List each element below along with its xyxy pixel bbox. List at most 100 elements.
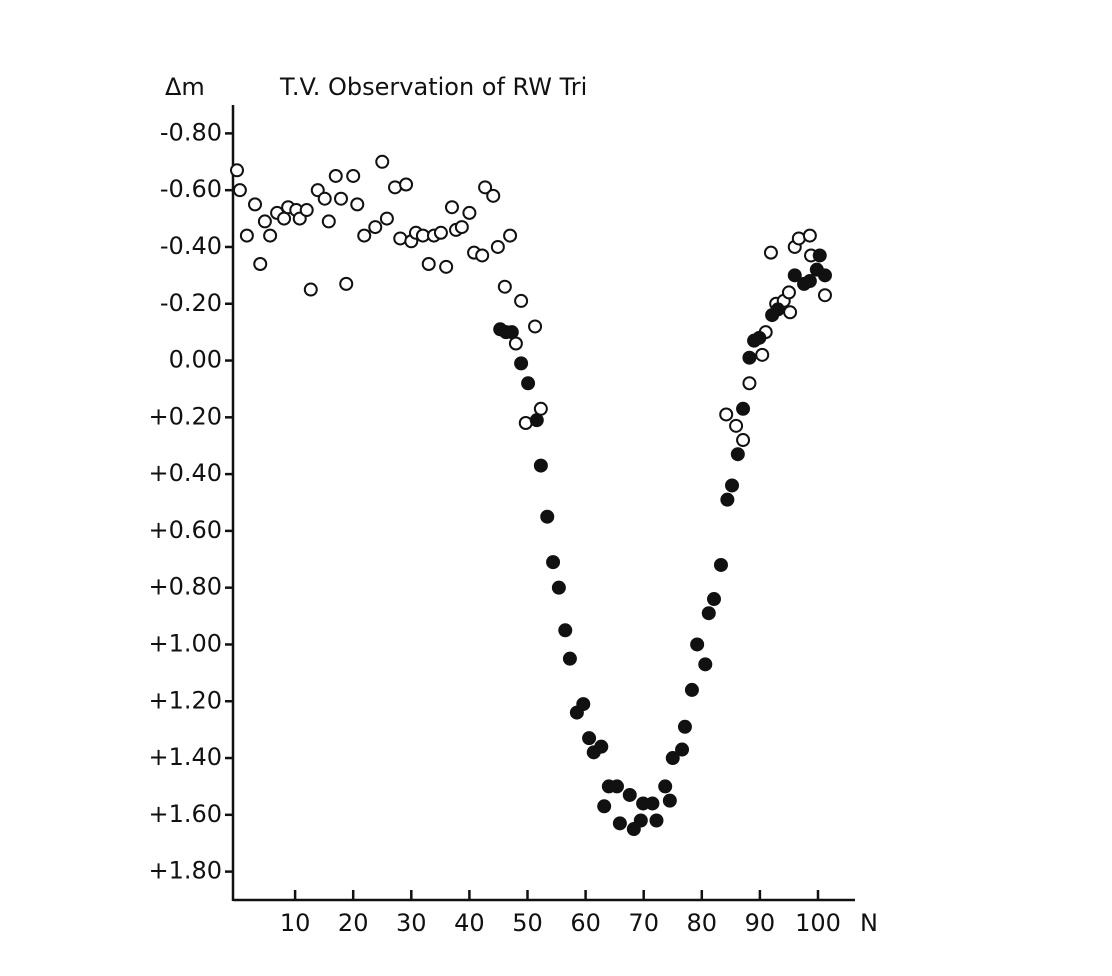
data-point [328, 168, 343, 183]
data-point [802, 228, 817, 243]
data-point [497, 279, 512, 294]
data-point [665, 751, 680, 766]
data-point [333, 191, 348, 206]
y-tick-label: +1.20 [148, 686, 222, 714]
data-point [533, 401, 548, 416]
data-point [368, 220, 383, 235]
data-point [375, 154, 390, 169]
data-point [454, 220, 469, 235]
data-point [787, 268, 802, 283]
data-point [504, 325, 519, 340]
y-tick-label: +0.60 [148, 516, 222, 544]
data-point [662, 793, 677, 808]
y-tick-label: +0.80 [148, 573, 222, 601]
data-point [742, 350, 757, 365]
data-point [248, 197, 263, 212]
data-point [582, 731, 597, 746]
data-point [770, 302, 785, 317]
data-point [379, 211, 394, 226]
data-point [439, 259, 454, 274]
data-point [350, 197, 365, 212]
data-point [684, 682, 699, 697]
data-point [540, 509, 555, 524]
data-point [701, 606, 716, 621]
y-tick-label: +0.40 [148, 459, 222, 487]
data-point [253, 257, 268, 271]
data-point [339, 276, 354, 291]
x-tick-label: 20 [338, 909, 369, 937]
data-point [421, 257, 436, 271]
data-point [521, 376, 536, 391]
x-tick-label: 100 [795, 909, 841, 937]
data-point [802, 274, 817, 289]
data-point [649, 813, 664, 828]
data-point [633, 813, 648, 828]
data-point [677, 719, 692, 734]
data-point [257, 214, 272, 229]
data-point [529, 413, 544, 428]
data-point [690, 637, 705, 652]
data-point [707, 592, 722, 607]
data-point [645, 796, 660, 811]
data-point [263, 228, 278, 243]
data-point [399, 177, 414, 192]
data-point [720, 492, 735, 507]
y-tick-label: +1.60 [148, 800, 222, 828]
y-axis-label: Δm [165, 73, 205, 101]
y-tick-label: 0.00 [169, 346, 222, 374]
data-point [433, 225, 448, 240]
x-tick-label: 80 [687, 909, 718, 937]
data-point [475, 248, 490, 263]
x-axis-label: N [860, 909, 878, 937]
data-point [230, 163, 244, 178]
y-tick-label: +0.20 [148, 402, 222, 430]
data-point [239, 228, 254, 243]
data-point [783, 305, 798, 320]
x-tick-label: 70 [628, 909, 659, 937]
data-point [508, 336, 523, 351]
data-point [812, 248, 827, 263]
data-point [490, 239, 505, 254]
data-point [277, 211, 292, 226]
y-tick-label: +1.00 [148, 629, 222, 657]
x-tick-label: 50 [512, 909, 543, 937]
data-point [533, 458, 548, 473]
data-point [736, 433, 751, 448]
data-point [730, 447, 745, 462]
data-point [781, 285, 796, 300]
data-point [729, 418, 744, 433]
data-point [698, 657, 713, 672]
data-point [528, 319, 543, 334]
data-point [622, 787, 637, 802]
data-point [675, 742, 690, 757]
data-point [514, 356, 529, 371]
x-tick-label: 10 [280, 909, 311, 937]
y-tick-label: -0.80 [160, 118, 222, 146]
data-point [232, 183, 247, 198]
data-point [612, 816, 627, 831]
data-point [658, 779, 673, 794]
x-tick-label: 60 [570, 909, 601, 937]
data-point [817, 288, 832, 303]
data-point [742, 376, 757, 391]
data-point [346, 168, 361, 183]
data-point [736, 401, 751, 416]
data-point [303, 282, 318, 297]
data-point [462, 205, 477, 220]
data-point [478, 180, 493, 195]
data-point [817, 268, 832, 283]
data-point [558, 623, 573, 638]
data-point [755, 347, 770, 362]
y-tick-label: -0.40 [160, 232, 222, 260]
y-tick-label: +1.40 [148, 743, 222, 771]
data-point [503, 228, 518, 243]
y-tick-label: +1.80 [148, 857, 222, 885]
data-point [514, 293, 529, 308]
chart-title: T.V. Observation of RW Tri [279, 73, 587, 101]
data-point [444, 200, 459, 215]
data-point [752, 330, 767, 345]
data-point [486, 188, 501, 203]
data-point [546, 555, 561, 570]
data-point [321, 214, 336, 229]
